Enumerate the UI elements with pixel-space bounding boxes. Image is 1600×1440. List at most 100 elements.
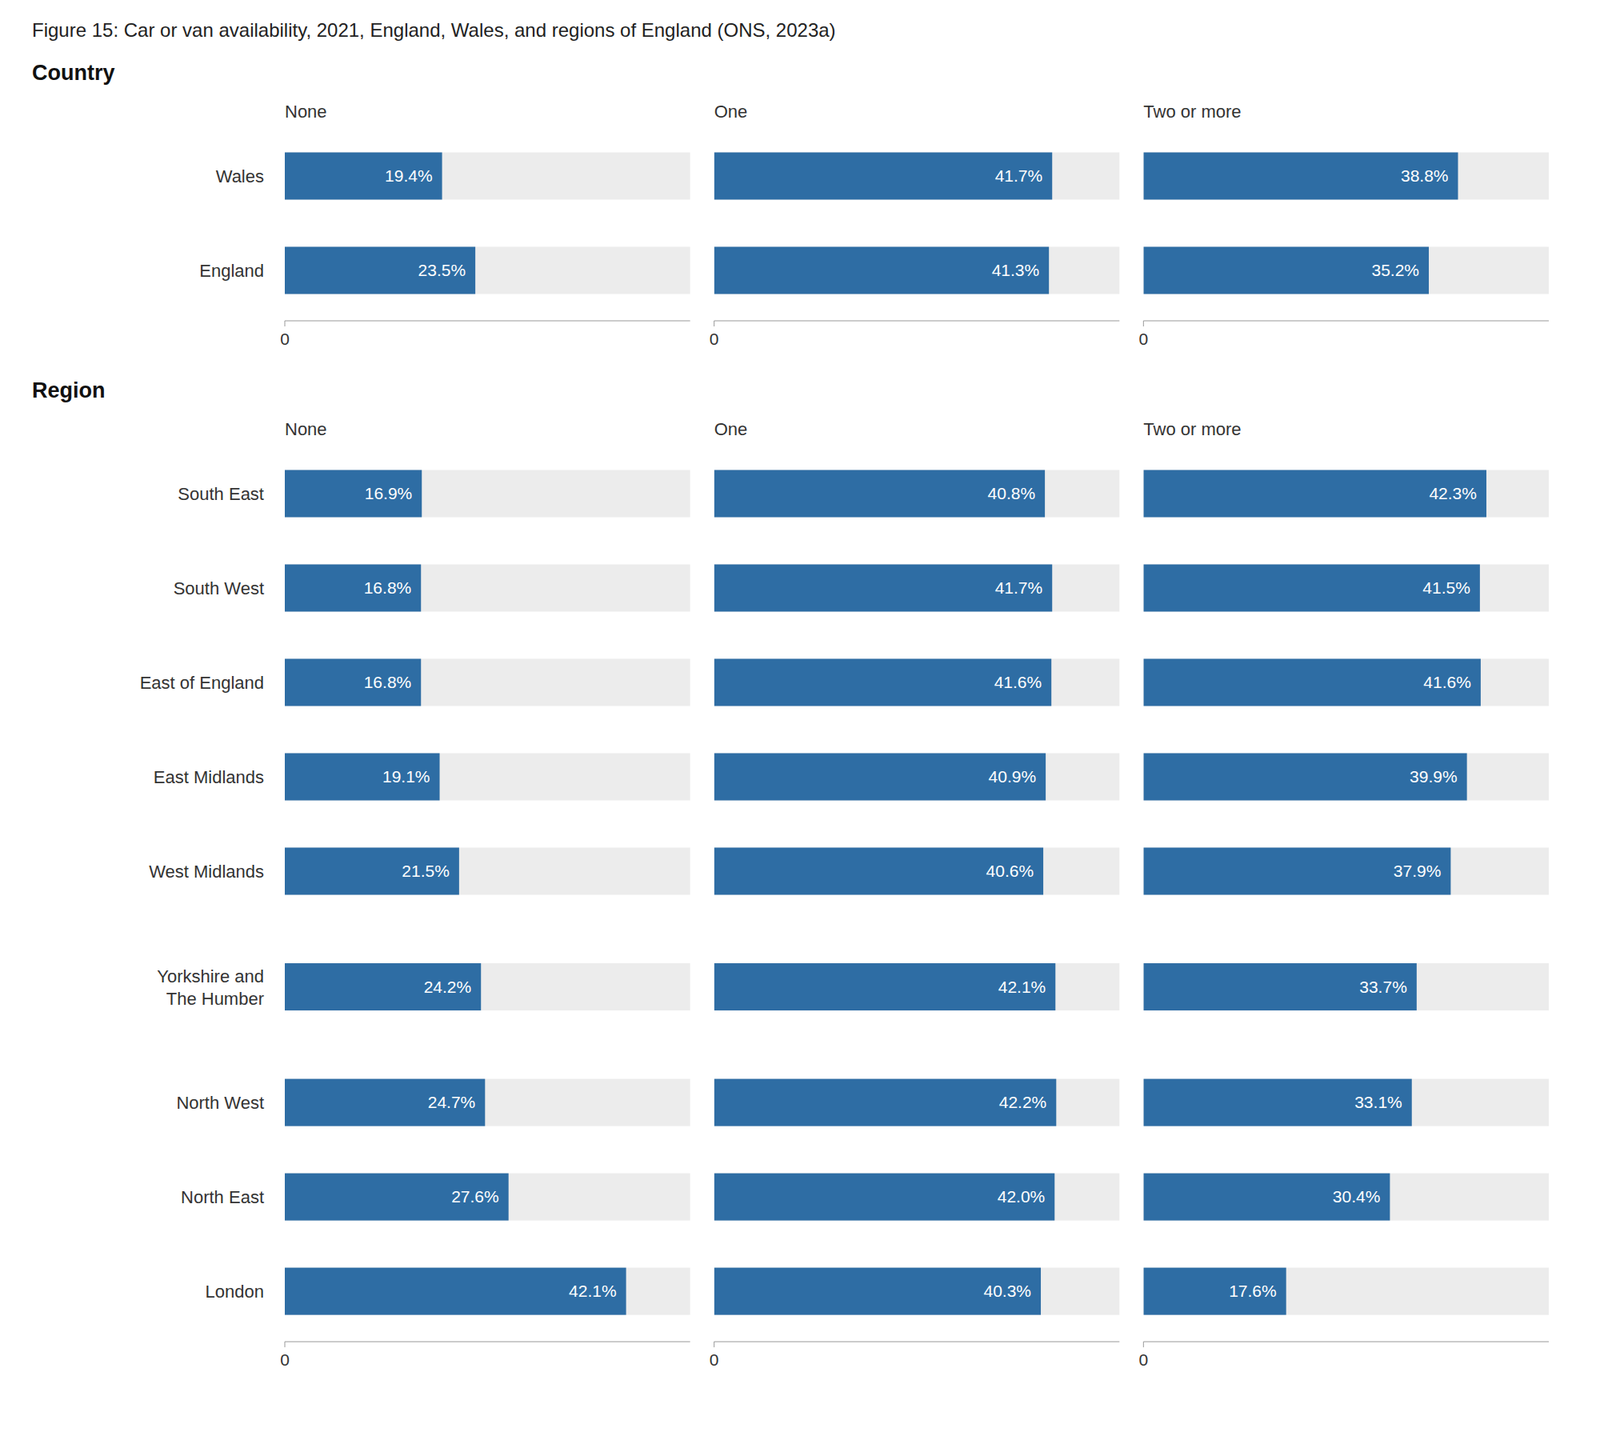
bar [714, 470, 1045, 518]
chart-root: Figure 15: Car or van availability, 2021… [0, 0, 1600, 1440]
row-label: East Midlands [153, 767, 264, 788]
data-label: 35.2% [1371, 260, 1420, 280]
range-track [714, 470, 1120, 518]
range-track [714, 848, 1120, 896]
bar [1143, 247, 1429, 295]
data-label: 41.3% [992, 260, 1040, 280]
data-labels: 19.4% 23.5% [384, 166, 466, 280]
column-header: One [714, 419, 748, 440]
range-track [284, 1173, 691, 1221]
x-tick-label: 0 [1138, 1350, 1148, 1369]
range-track [284, 848, 691, 896]
bar [714, 753, 1046, 801]
row-label: West Midlands [148, 861, 264, 882]
row-label: South West [173, 578, 264, 599]
x-tick [1143, 1341, 1144, 1348]
range-track [714, 247, 1120, 295]
data-label: 33.1% [1354, 1092, 1403, 1112]
range-track [714, 963, 1120, 1011]
bars [284, 470, 627, 1316]
range-track [284, 1079, 691, 1127]
data-labels: 16.9%16.8%16.8%19.1%21.5%24.2%24.7%27.6%… [364, 484, 617, 1300]
data-label: 41.6% [994, 672, 1043, 692]
row-label-line: Wales [216, 166, 264, 187]
range-tracks [284, 470, 691, 1316]
range-track [714, 1268, 1120, 1316]
range-track [714, 1079, 1120, 1127]
data-label: 23.5% [418, 260, 467, 280]
data-label: 27.6% [451, 1187, 500, 1206]
data-labels: 38.8%35.2% [1371, 166, 1448, 280]
section-title: Region [32, 378, 106, 403]
bar [714, 1079, 1057, 1127]
section-title: Country [32, 60, 116, 85]
data-label: 41.6% [1423, 672, 1472, 692]
row-label: East of England [140, 672, 264, 693]
data-label: 42.1% [998, 977, 1047, 996]
bar [714, 848, 1044, 896]
range-track [714, 152, 1120, 200]
range-track [1143, 152, 1549, 200]
range-track [1143, 753, 1549, 801]
row-label: Yorkshire andThe Humber [156, 966, 264, 1009]
data-label: 40.6% [986, 861, 1035, 880]
range-tracks [284, 152, 691, 295]
x-axis-line [284, 320, 691, 322]
data-label: 40.3% [983, 1281, 1032, 1300]
column-header: None [284, 419, 328, 440]
row-label: England [199, 260, 264, 281]
column-header: Two or more [1143, 101, 1241, 122]
x-tick [284, 1341, 286, 1348]
x-tick-label: 0 [709, 329, 720, 348]
bar [284, 753, 440, 801]
range-track [284, 963, 691, 1011]
x-axis-line [1143, 320, 1549, 322]
x-axis-line [1143, 1341, 1549, 1343]
bar [1143, 1173, 1390, 1221]
column-header: Two or more [1143, 419, 1241, 440]
row-label-line: London [205, 1281, 264, 1302]
row-label: North West [176, 1092, 264, 1113]
bar [284, 1079, 485, 1127]
data-label: 42.3% [1428, 484, 1477, 503]
row-label: South East [177, 484, 264, 504]
range-tracks [1143, 152, 1549, 295]
row-label: Wales [216, 166, 264, 187]
range-track [714, 659, 1120, 707]
data-label: 19.4% [384, 166, 433, 185]
bar [714, 1268, 1041, 1316]
range-track [1143, 1173, 1549, 1221]
bar [284, 848, 460, 896]
range-track [714, 564, 1120, 612]
range-tracks [714, 470, 1120, 1316]
range-track [284, 1268, 691, 1316]
row-label-line: The Humber [166, 988, 264, 1009]
data-label: 24.2% [424, 977, 472, 996]
row-label: London [205, 1281, 264, 1302]
chart-title: Figure 15: Car or van availability, 2021… [32, 19, 836, 41]
x-axis-line [714, 320, 1120, 322]
column-header: One [714, 101, 748, 122]
data-label: 42.2% [999, 1092, 1048, 1112]
row-label-line: East of England [140, 672, 264, 693]
range-track [1143, 1079, 1549, 1127]
bar [1143, 753, 1467, 801]
data-label: 41.5% [1422, 578, 1471, 597]
data-label: 16.8% [364, 578, 412, 597]
data-label: 40.8% [988, 484, 1036, 503]
bar [1143, 1268, 1286, 1316]
bars [1143, 152, 1458, 295]
data-label: 39.9% [1409, 767, 1458, 786]
range-track [714, 753, 1120, 801]
bar [284, 1268, 627, 1316]
x-tick [1143, 320, 1144, 327]
row-label-line: West Midlands [148, 861, 264, 882]
row-label-line: South East [177, 484, 264, 504]
row-label-line: North West [176, 1092, 264, 1113]
bar [714, 247, 1050, 295]
bar [284, 247, 476, 295]
x-tick-label: 0 [1138, 329, 1148, 348]
range-track [284, 564, 691, 612]
data-label: 42.0% [997, 1187, 1046, 1206]
row-label-line: North East [180, 1187, 264, 1208]
